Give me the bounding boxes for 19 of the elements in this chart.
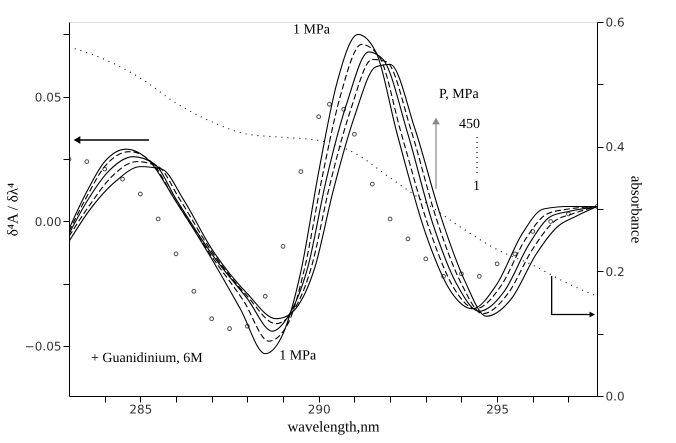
annotation: 1 bbox=[473, 179, 480, 194]
x-tick-label: 285 bbox=[129, 402, 152, 416]
y2-tick-label: 0.4 bbox=[606, 140, 625, 154]
y2-tick-label: 0.0 bbox=[606, 390, 625, 404]
y2-tick-label: 0.6 bbox=[606, 16, 625, 30]
y2-axis-title: absorbance bbox=[628, 176, 644, 244]
y-tick-label: −0.05 bbox=[24, 340, 62, 354]
annotation: 450 bbox=[459, 117, 480, 132]
y-axis-title: δ⁴A / δλ⁴ bbox=[6, 182, 22, 236]
x-axis-title: wavelength,nm bbox=[287, 420, 380, 436]
y-tick-label: 0.00 bbox=[34, 214, 62, 229]
y-tick-label: 0.05 bbox=[34, 90, 62, 104]
annotation: P, MPa bbox=[439, 87, 480, 102]
annotation: + Guanidinium, 6M bbox=[91, 351, 204, 366]
annotation: 1 MPa bbox=[279, 348, 317, 364]
x-tick-label: 295 bbox=[486, 402, 510, 416]
y2-tick-label: 0.2 bbox=[606, 264, 625, 279]
x-tick-label: 290 bbox=[308, 402, 331, 416]
annotation: 1 MPa bbox=[293, 22, 331, 38]
